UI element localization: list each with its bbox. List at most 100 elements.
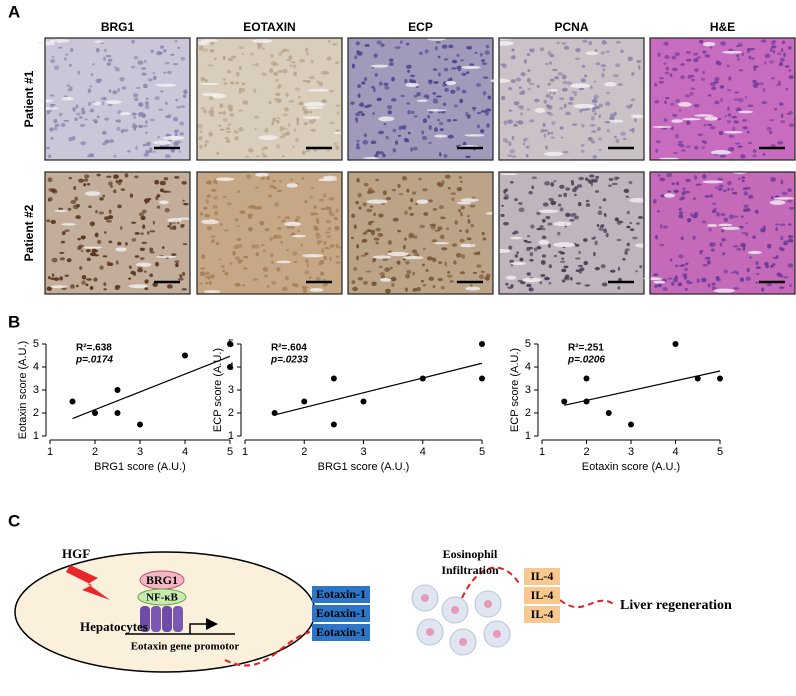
nucleus — [428, 199, 433, 203]
nucleus — [731, 271, 734, 274]
nucleus — [685, 178, 692, 183]
nucleus — [421, 135, 428, 141]
nucleus — [197, 124, 203, 129]
nucleus — [704, 194, 711, 198]
nucleus — [378, 265, 383, 268]
nucleus — [95, 79, 99, 83]
nucleus — [512, 124, 519, 127]
nucleus — [84, 174, 90, 179]
nucleus — [213, 57, 217, 61]
nucleus — [253, 244, 260, 249]
nucleus — [770, 41, 776, 46]
nucleus — [103, 216, 110, 221]
nucleus — [590, 140, 596, 144]
sinusoid — [553, 242, 576, 248]
nucleus — [132, 93, 139, 98]
nucleus — [617, 83, 623, 86]
sinusoid — [402, 256, 424, 260]
nucleus — [75, 215, 81, 220]
nucleus — [664, 54, 670, 60]
nucleus — [328, 39, 331, 44]
nucleus — [226, 70, 232, 74]
nucleus — [141, 72, 147, 76]
image-bg — [197, 172, 342, 294]
nucleus — [272, 117, 277, 122]
nucleus — [355, 200, 359, 205]
nucleus — [238, 126, 244, 132]
nucleus — [58, 112, 63, 117]
nucleus — [300, 243, 303, 247]
nucleus — [134, 175, 139, 179]
nucleus — [481, 231, 485, 236]
nucleus — [397, 229, 402, 233]
nucleus — [119, 77, 125, 82]
nucleus — [595, 62, 601, 66]
nucleus — [198, 136, 203, 141]
nucleus — [780, 120, 786, 124]
nucleus — [200, 106, 205, 110]
nucleosome — [140, 606, 183, 632]
nucleus — [731, 115, 738, 119]
nucleus — [531, 185, 535, 190]
nucleus — [127, 150, 131, 153]
nucleus — [655, 140, 661, 144]
nucleus — [682, 187, 686, 191]
nucleus — [134, 255, 140, 258]
annotation: p=.0174 — [75, 355, 113, 366]
nucleus — [131, 112, 137, 116]
nucleus — [280, 219, 286, 223]
nucleus — [46, 146, 50, 150]
nucleus — [177, 277, 184, 281]
nucleus — [447, 134, 454, 139]
sinusoid — [158, 200, 169, 205]
factor: BRG1 — [146, 573, 178, 587]
nucleus — [404, 237, 407, 241]
nucleus — [232, 251, 236, 256]
sinusoid — [202, 92, 221, 97]
nucleus — [627, 56, 633, 62]
nucleus — [626, 210, 630, 215]
nucleus — [600, 51, 605, 55]
nucleus — [752, 154, 757, 158]
nucleus — [636, 222, 640, 225]
nucleus — [667, 190, 672, 193]
nucleus — [255, 252, 259, 257]
nucleus — [480, 270, 485, 274]
nucleus — [103, 56, 106, 62]
nucleus — [140, 215, 146, 221]
nucleus — [81, 274, 87, 280]
nucleus — [351, 63, 355, 69]
image-border — [347, 171, 494, 295]
nucleus — [179, 121, 185, 126]
nucleus — [671, 182, 675, 185]
nucleus — [458, 176, 463, 179]
nucleus — [465, 71, 470, 74]
nucleus — [720, 237, 727, 242]
nucleus — [665, 96, 670, 100]
nucleus — [529, 251, 534, 257]
nucleus — [401, 176, 408, 181]
nucleus — [578, 250, 581, 255]
nucleus — [101, 130, 107, 135]
granule — [493, 630, 501, 638]
nucleus — [741, 179, 745, 182]
nucleus — [208, 131, 214, 137]
nucleus — [435, 41, 441, 44]
nucleus — [285, 92, 289, 97]
x-tick-label: 3 — [137, 446, 143, 458]
nucleus — [745, 222, 748, 225]
nucleus — [209, 280, 212, 285]
nucleus — [422, 247, 426, 250]
sinusoid — [543, 151, 564, 156]
micrograph — [649, 37, 796, 161]
il4-box — [524, 568, 560, 585]
nucleus — [505, 188, 508, 192]
nucleus — [335, 145, 340, 151]
nucleus — [681, 190, 686, 196]
nucleus — [680, 236, 684, 240]
nucleus — [54, 123, 60, 127]
nucleus — [292, 64, 297, 68]
nucleus — [199, 271, 206, 277]
x-axis-label: BRG1 score (A.U.) — [318, 461, 410, 473]
nucleus — [149, 273, 154, 277]
